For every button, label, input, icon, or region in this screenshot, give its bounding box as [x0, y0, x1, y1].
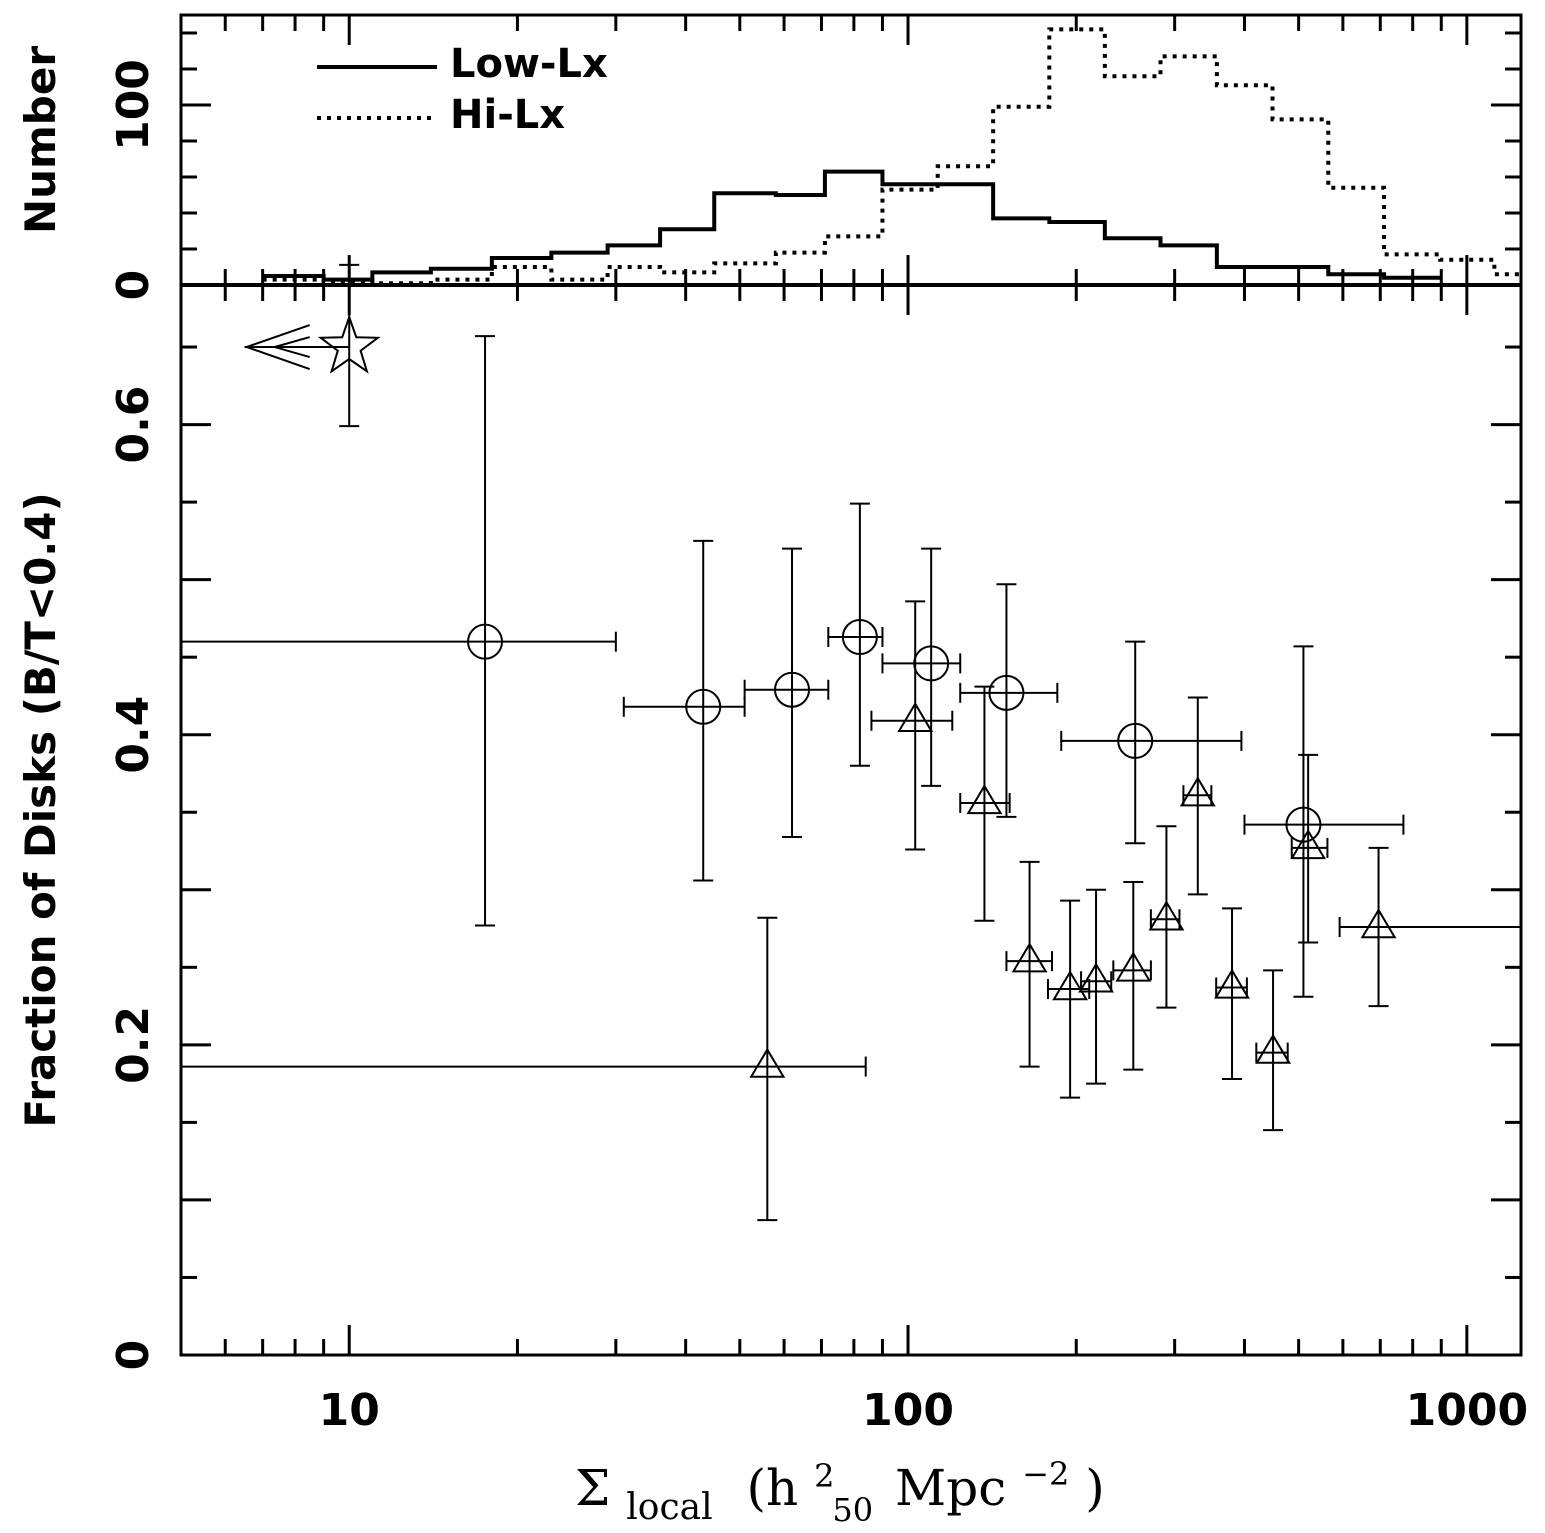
histogram-low-lx-line: [262, 169, 1441, 282]
circle-point: [1060, 640, 1243, 845]
triangle-marker: [1115, 951, 1152, 982]
x-axis-sub-50: 50: [832, 1491, 873, 1529]
triangle-marker: [1052, 970, 1089, 1001]
bottom-y-axis-label: Fraction of Disks (B/T<0.4): [16, 492, 65, 1127]
triangle-marker: [1214, 968, 1250, 999]
bottom-frame: [179, 283, 1523, 1357]
triangle-point: [1112, 881, 1152, 1071]
x-axis-sigma: Σ: [575, 1459, 610, 1517]
triangle-marker: [1011, 942, 1048, 973]
triangle-marker: [1078, 962, 1114, 993]
circle-point: [181, 335, 617, 927]
triangle-marker: [1290, 828, 1327, 860]
triangle-point: [1179, 696, 1216, 896]
star-marker: [317, 313, 381, 374]
circle-point: [959, 583, 1059, 818]
triangle-point: [1046, 899, 1091, 1099]
circle-point: [827, 502, 884, 767]
arrow-inner: [271, 336, 310, 358]
triangle-marker: [1179, 776, 1216, 807]
top-frame: [179, 13, 1523, 287]
triangle-marker: [749, 1047, 786, 1078]
x-tick-label: 1000: [1406, 1385, 1528, 1436]
bottom-y-tick-label: 0: [108, 1340, 159, 1371]
x-axis-open: (h: [747, 1459, 799, 1517]
x-tick-label: 10: [319, 1385, 380, 1436]
x-axis-sub-local: local: [626, 1487, 712, 1528]
triangle-point: [181, 916, 867, 1222]
circle-marker: [774, 671, 811, 708]
x-axis-sup-m2: −2: [1022, 1455, 1069, 1493]
triangle-point: [1214, 907, 1250, 1080]
arrow-head: [243, 324, 311, 370]
triangle-point: [1148, 825, 1185, 1009]
triangle-point: [1290, 753, 1329, 944]
triangle-point: [1338, 846, 1521, 1008]
circle-marker: [913, 645, 950, 682]
circle-point: [622, 539, 746, 882]
circle-point: [881, 547, 962, 787]
circle-point: [1243, 645, 1405, 998]
triangle-marker: [966, 783, 1003, 815]
circle-marker: [988, 674, 1025, 711]
circle-marker: [467, 623, 504, 660]
legend-low-label: Low-Lx: [450, 41, 608, 87]
circle-marker: [841, 619, 878, 656]
legend-hi-label: Hi-Lx: [450, 92, 565, 138]
triangle-point: [1005, 860, 1054, 1068]
histogram-panel: 0 100: [108, 13, 1523, 315]
top-y-tick-label: 100: [108, 59, 159, 151]
triangle-point: [1078, 888, 1114, 1085]
bottom-y-tick-label: 0.2: [108, 1006, 159, 1084]
bottom-y-tick-label: 0.4: [108, 696, 159, 774]
circle-marker: [685, 688, 722, 725]
circle-point: [743, 547, 830, 839]
triangle-marker: [897, 701, 934, 732]
triangle-point: [959, 685, 1011, 922]
top-y-tick-label: 0: [108, 270, 159, 301]
histogram-hi-lx-line: [262, 27, 1521, 286]
triangle-point: [870, 600, 954, 851]
triangle-marker: [1255, 1033, 1291, 1064]
x-axis-sup-2: 2: [814, 1457, 834, 1495]
x-axis-mpc: Mpc: [895, 1459, 1006, 1517]
x-axis-label: Σ local (h 2 50 Mpc −2 ): [575, 1439, 1105, 1533]
bottom-y-tick-label: 0.6: [108, 386, 159, 464]
x-tick-label: 100: [862, 1385, 954, 1436]
circle-marker: [1285, 806, 1322, 843]
star-point: [243, 263, 381, 428]
x-axis-close: ): [1085, 1459, 1105, 1517]
circle-marker: [1117, 722, 1154, 759]
triangle-marker: [1148, 900, 1185, 931]
triangle-marker: [1360, 908, 1397, 939]
scatter-panel: 10 100 1000 0 0.2 0.4 0.6: [108, 263, 1528, 1436]
legend: Low-Lx Hi-Lx: [317, 41, 608, 138]
triangle-point: [1255, 969, 1291, 1132]
top-y-axis-label: Number: [16, 46, 65, 234]
